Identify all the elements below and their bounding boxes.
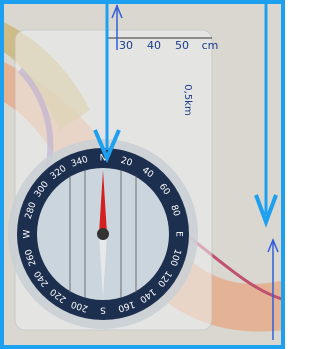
bezel-label: E: [174, 231, 184, 237]
ruler-label: 40: [147, 39, 161, 52]
ruler-label: 50: [175, 39, 189, 52]
ruler-label: cm: [202, 39, 219, 52]
pivot: [97, 228, 109, 240]
bezel-label: W: [23, 229, 33, 238]
ruler-label: 30: [119, 39, 133, 52]
bezel-label: S: [100, 305, 106, 315]
scale-label: 0,5km: [182, 84, 193, 115]
